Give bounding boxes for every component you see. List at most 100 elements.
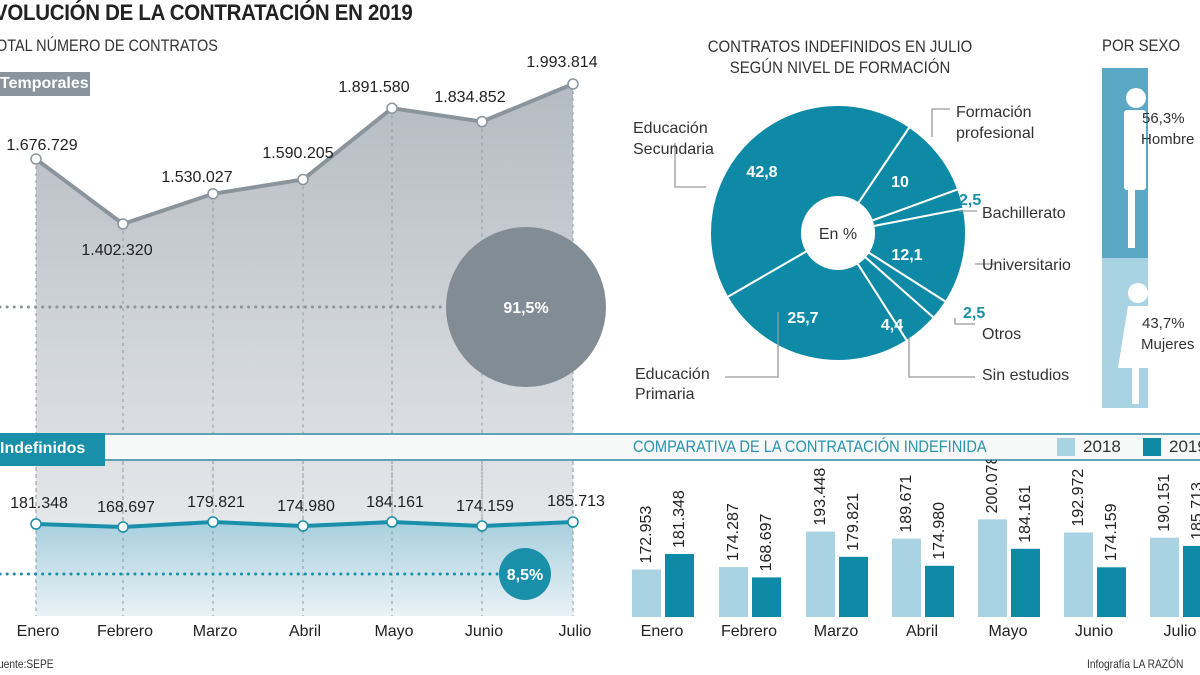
temporales-value-label: 1.891.580 (338, 79, 409, 96)
indefinidos-value-label: 184.161 (366, 494, 424, 511)
comparativa-title: COMPARATIVA DE LA CONTRATACIÓN INDEFINID… (633, 437, 987, 456)
bar-value-label-2018: 189.671 (898, 475, 915, 533)
pie-slice-value: 4,4 (881, 317, 903, 334)
indefinidos-point (30, 518, 42, 530)
comparativa-month-label: Julio (1164, 623, 1197, 640)
indefinidos-point (567, 516, 579, 528)
pie-slice-name: Primaria (635, 386, 695, 403)
leader-line-secundaria (674, 143, 706, 188)
month-tick-label: Julio (559, 623, 592, 640)
indefinidos-point (386, 516, 398, 528)
pie-slice-value: 2,5 (959, 192, 981, 209)
temporales-point (30, 153, 42, 165)
pie-center-hole (802, 197, 874, 269)
bar-2019 (1011, 548, 1040, 617)
legend-label-2019: 2019 (1169, 437, 1200, 456)
pie-slice-name: Otros (982, 326, 1021, 343)
page-title: VOLUCIÓN DE LA CONTRATACIÓN EN 2019 (0, 0, 413, 25)
bar-value-label-2019: 174.980 (931, 502, 948, 560)
sexo-title: POR SEXO (1102, 36, 1181, 55)
leader-line-otros (954, 318, 975, 325)
temporales-point (117, 218, 129, 230)
temporales-point (297, 173, 309, 186)
indefinidos-point (117, 521, 129, 533)
indefinidos-share-label: 8,5% (507, 567, 543, 584)
pie-title-line-1: CONTRATOS INDEFINIDOS EN JULIO (707, 37, 973, 56)
bar-value-label-2019: 181.348 (671, 490, 688, 548)
temporales-share-label: 91,5% (503, 300, 548, 317)
indefinidos-share-bubble (499, 548, 551, 600)
temporales-area (36, 84, 573, 612)
bar-value-label-2018: 174.287 (725, 503, 742, 561)
women-label: Mujeres (1141, 336, 1194, 353)
bar-value-label-2018: 172.953 (638, 506, 655, 564)
comparativa-month-label: Mayo (988, 623, 1027, 640)
formacion-donut-chart: En % 10 12,1 4,4 25,7 42,8 2,5 2,5 Formación prof… (633, 104, 1071, 403)
page-subtitle: OTAL NÚMERO DE CONTRATOS (0, 36, 218, 55)
woman-icon (1118, 283, 1148, 404)
month-tick-label: Mayo (374, 623, 413, 640)
temporales-point (567, 78, 579, 90)
temporales-value-label: 1.530.027 (161, 169, 232, 186)
indefinidos-point (476, 520, 488, 532)
legend-swatch-2018 (1057, 438, 1075, 456)
temporales-share-bubble (446, 227, 606, 387)
pie-slice-name: profesional (956, 125, 1034, 142)
men-label: Hombre (1141, 131, 1194, 148)
comparativa-bar-chart: 172.953 181.348 Enero 174.287 168.697 Febrero… (632, 460, 1200, 640)
pie-slice-name: Bachillerato (982, 205, 1066, 222)
line-charts: 91,5% 8,5% 1.676.729 1.402.320 1.530.027 1.… (0, 54, 606, 640)
temporales-value-label: 1.993.814 (526, 54, 597, 71)
legend-swatch-2019 (1143, 438, 1161, 456)
legend-label-2018: 2018 (1083, 437, 1121, 456)
pie-slice-value: 12,1 (891, 247, 922, 264)
source-note: uente:SEPE (0, 657, 54, 671)
month-tick-label: Abril (289, 623, 321, 640)
temporales-value-label: 1.402.320 (81, 242, 152, 259)
man-icon (1124, 88, 1146, 248)
men-pct: 56,3% (1142, 110, 1185, 127)
bar-value-label-2018: 193.448 (812, 468, 829, 526)
temporales-value-label: 1.834.852 (434, 89, 505, 106)
temporales-area-group (36, 84, 573, 612)
indefinidos-area-group (36, 522, 573, 616)
pie-slice-name: Secundaria (633, 141, 714, 158)
pie-title-line-2: SEGÚN NIVEL DE FORMACIÓN (729, 58, 951, 77)
comparativa-month-label: Abril (906, 623, 938, 640)
month-tick-label: Marzo (193, 623, 238, 640)
bar-2019 (925, 565, 954, 617)
bar-value-label-2018: 200.078 (984, 460, 1001, 513)
indefinidos-point (297, 520, 309, 532)
indefinidos-area (36, 522, 573, 616)
month-tick-label: Febrero (97, 623, 153, 640)
bar-2018 (978, 519, 1007, 617)
bar-2018 (892, 538, 921, 617)
comparativa-month-label: Marzo (814, 623, 859, 640)
temporales-point (207, 188, 219, 200)
pie-slice-name: Educación (633, 120, 708, 137)
pie-slice-value: 2,5 (963, 305, 985, 322)
indefinidos-value-label: 168.697 (97, 499, 155, 516)
pie-slice-value: 10 (891, 174, 909, 191)
bar-2019 (665, 554, 694, 617)
temporales-value-label: 1.590.205 (262, 145, 333, 162)
bar-value-label-2019: 184.161 (1017, 485, 1034, 543)
bar-2018 (806, 531, 835, 617)
indefinidos-value-label: 174.980 (277, 498, 335, 515)
month-tick-label: Junio (465, 623, 503, 640)
bar-2018 (632, 569, 661, 617)
bar-2019 (1183, 545, 1200, 617)
pie-slice-name: Universitario (982, 257, 1071, 274)
comparativa-month-label: Enero (641, 623, 684, 640)
pie-title: CONTRATOS INDEFINIDOS EN JULIO SEGÚN NIV… (699, 36, 981, 78)
comparativa-month-label: Junio (1075, 623, 1113, 640)
bar-value-label-2018: 192.972 (1070, 469, 1087, 527)
credit-note: Infografía LA RAZÓN (1087, 657, 1184, 671)
indefinidos-tag: Indefinidos (0, 433, 105, 466)
pie-slice-value: 25,7 (787, 310, 818, 327)
indefinidos-band (97, 433, 1200, 461)
temporales-value-label: 1.676.729 (6, 137, 77, 154)
bar-2018 (719, 567, 748, 617)
sexo-chart: 56,3% Hombre 43,7% Mujeres (1102, 68, 1194, 408)
bar-value-label-2019: 174.159 (1103, 503, 1120, 561)
